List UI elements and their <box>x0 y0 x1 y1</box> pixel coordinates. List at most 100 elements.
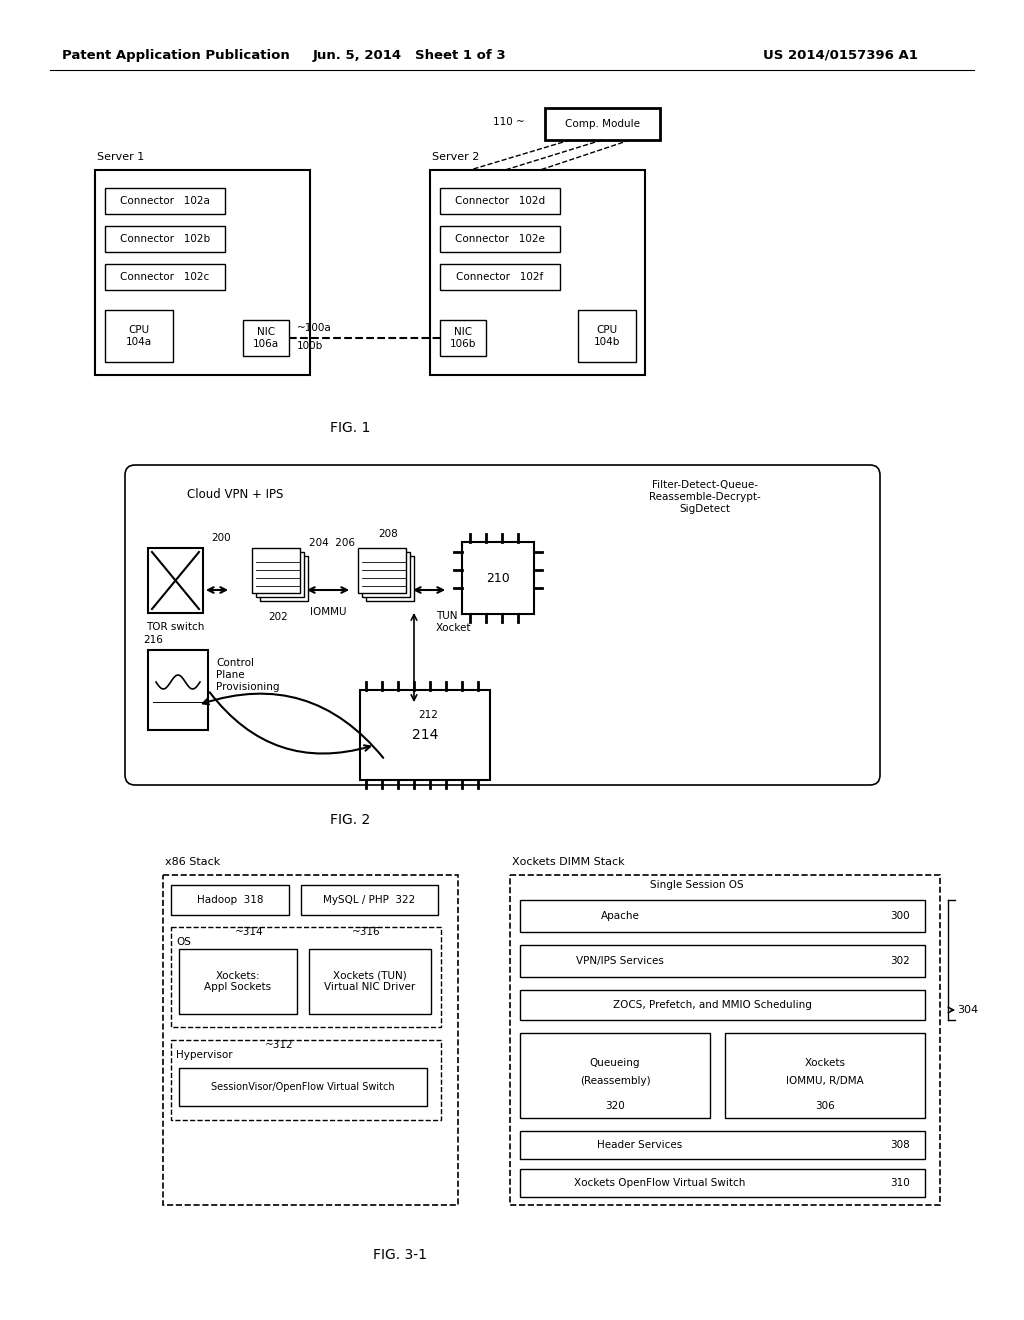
Text: FIG. 3-1: FIG. 3-1 <box>373 1247 427 1262</box>
Text: NIC
106b: NIC 106b <box>450 327 476 348</box>
Text: x86 Stack: x86 Stack <box>165 857 220 867</box>
Text: 214: 214 <box>412 729 438 742</box>
Text: ZOCS, Prefetch, and MMIO Scheduling: ZOCS, Prefetch, and MMIO Scheduling <box>613 1001 812 1010</box>
Bar <box>360 690 490 780</box>
Text: Connector   102c: Connector 102c <box>121 272 210 282</box>
Bar <box>243 319 289 356</box>
Text: 208: 208 <box>378 529 398 539</box>
Text: ~314: ~314 <box>234 927 263 937</box>
Bar <box>105 264 225 290</box>
Text: 320: 320 <box>605 1101 625 1111</box>
Text: ~100a: ~100a <box>297 323 332 333</box>
Text: Apache: Apache <box>600 911 639 921</box>
Text: CPU
104b: CPU 104b <box>594 325 621 347</box>
Bar <box>105 310 173 362</box>
Text: Connector   102f: Connector 102f <box>457 272 544 282</box>
Text: NIC
106a: NIC 106a <box>253 327 280 348</box>
Text: FIG. 2: FIG. 2 <box>330 813 370 828</box>
Text: 200: 200 <box>211 533 230 543</box>
Text: TOR switch: TOR switch <box>146 622 205 632</box>
Bar <box>105 226 225 252</box>
Text: 302: 302 <box>890 956 910 966</box>
Bar <box>440 226 560 252</box>
Bar <box>148 548 203 612</box>
Bar <box>440 264 560 290</box>
Bar <box>520 945 925 977</box>
Text: ~312: ~312 <box>264 1040 293 1049</box>
Text: Connector   102e: Connector 102e <box>455 234 545 244</box>
Text: Xockets: Xockets <box>805 1059 846 1068</box>
Text: Hypervisor: Hypervisor <box>176 1049 232 1060</box>
Bar <box>366 556 414 601</box>
Bar <box>362 552 410 597</box>
Text: Xockets OpenFlow Virtual Switch: Xockets OpenFlow Virtual Switch <box>574 1177 745 1188</box>
Text: Connector   102b: Connector 102b <box>120 234 210 244</box>
Text: Queueing: Queueing <box>590 1059 640 1068</box>
Text: Hadoop  318: Hadoop 318 <box>197 895 263 906</box>
Text: IOMMU, R/DMA: IOMMU, R/DMA <box>786 1076 864 1086</box>
Bar <box>358 548 406 593</box>
Text: 306: 306 <box>815 1101 835 1111</box>
Text: Jun. 5, 2014   Sheet 1 of 3: Jun. 5, 2014 Sheet 1 of 3 <box>313 49 507 62</box>
Text: Filter-Detect-Queue-
Reassemble-Decrypt-
SigDetect: Filter-Detect-Queue- Reassemble-Decrypt-… <box>649 480 761 513</box>
Text: CPU
104a: CPU 104a <box>126 325 152 347</box>
Text: 310: 310 <box>890 1177 910 1188</box>
Text: Xockets (TUN)
Virtual NIC Driver: Xockets (TUN) Virtual NIC Driver <box>325 970 416 993</box>
Text: 110 ~: 110 ~ <box>494 117 525 127</box>
Text: OS: OS <box>176 937 190 946</box>
Text: Header Services: Header Services <box>597 1140 683 1150</box>
Text: 100b: 100b <box>297 341 324 351</box>
Text: IOMMU: IOMMU <box>309 607 346 616</box>
Bar <box>545 108 660 140</box>
Text: ~316: ~316 <box>351 927 380 937</box>
Text: 304: 304 <box>957 1005 979 1015</box>
Text: FIG. 1: FIG. 1 <box>330 421 371 436</box>
Bar <box>520 1034 710 1118</box>
Bar <box>430 170 645 375</box>
Text: Single Session OS: Single Session OS <box>650 880 743 890</box>
Text: (Reassembly): (Reassembly) <box>580 1076 650 1086</box>
Bar <box>105 187 225 214</box>
Bar <box>440 187 560 214</box>
Bar <box>179 1068 427 1106</box>
Text: 212: 212 <box>418 710 438 719</box>
Bar <box>148 649 208 730</box>
Bar <box>171 1040 441 1119</box>
Bar <box>256 552 304 597</box>
Text: Control
Plane
Provisioning: Control Plane Provisioning <box>216 659 280 692</box>
Bar <box>95 170 310 375</box>
Bar <box>520 1170 925 1197</box>
Bar <box>520 990 925 1020</box>
Bar <box>520 1131 925 1159</box>
Text: MySQL / PHP  322: MySQL / PHP 322 <box>324 895 416 906</box>
Text: 216: 216 <box>143 635 163 645</box>
Text: Comp. Module: Comp. Module <box>565 119 640 129</box>
Bar <box>260 556 308 601</box>
Text: TUN
Xocket: TUN Xocket <box>436 611 471 632</box>
Text: 300: 300 <box>890 911 909 921</box>
Bar <box>252 548 300 593</box>
Text: SessionVisor/OpenFlow Virtual Switch: SessionVisor/OpenFlow Virtual Switch <box>211 1082 395 1092</box>
Bar <box>301 884 438 915</box>
Text: Server 2: Server 2 <box>432 152 479 162</box>
Text: VPN/IPS Services: VPN/IPS Services <box>577 956 664 966</box>
Bar <box>440 319 486 356</box>
Text: Server 1: Server 1 <box>97 152 144 162</box>
Text: Xockets DIMM Stack: Xockets DIMM Stack <box>512 857 625 867</box>
Bar <box>163 875 458 1205</box>
Text: 204  206: 204 206 <box>309 539 355 548</box>
FancyBboxPatch shape <box>125 465 880 785</box>
Bar <box>578 310 636 362</box>
Bar <box>725 1034 925 1118</box>
Text: Patent Application Publication: Patent Application Publication <box>62 49 290 62</box>
Text: Connector   102a: Connector 102a <box>120 195 210 206</box>
Text: 308: 308 <box>890 1140 910 1150</box>
Text: US 2014/0157396 A1: US 2014/0157396 A1 <box>763 49 918 62</box>
Bar <box>179 949 297 1014</box>
Bar <box>171 927 441 1027</box>
Text: 202: 202 <box>268 612 288 622</box>
Bar <box>520 900 925 932</box>
Bar <box>171 884 289 915</box>
Text: Connector   102d: Connector 102d <box>455 195 545 206</box>
Text: 210: 210 <box>486 572 510 585</box>
